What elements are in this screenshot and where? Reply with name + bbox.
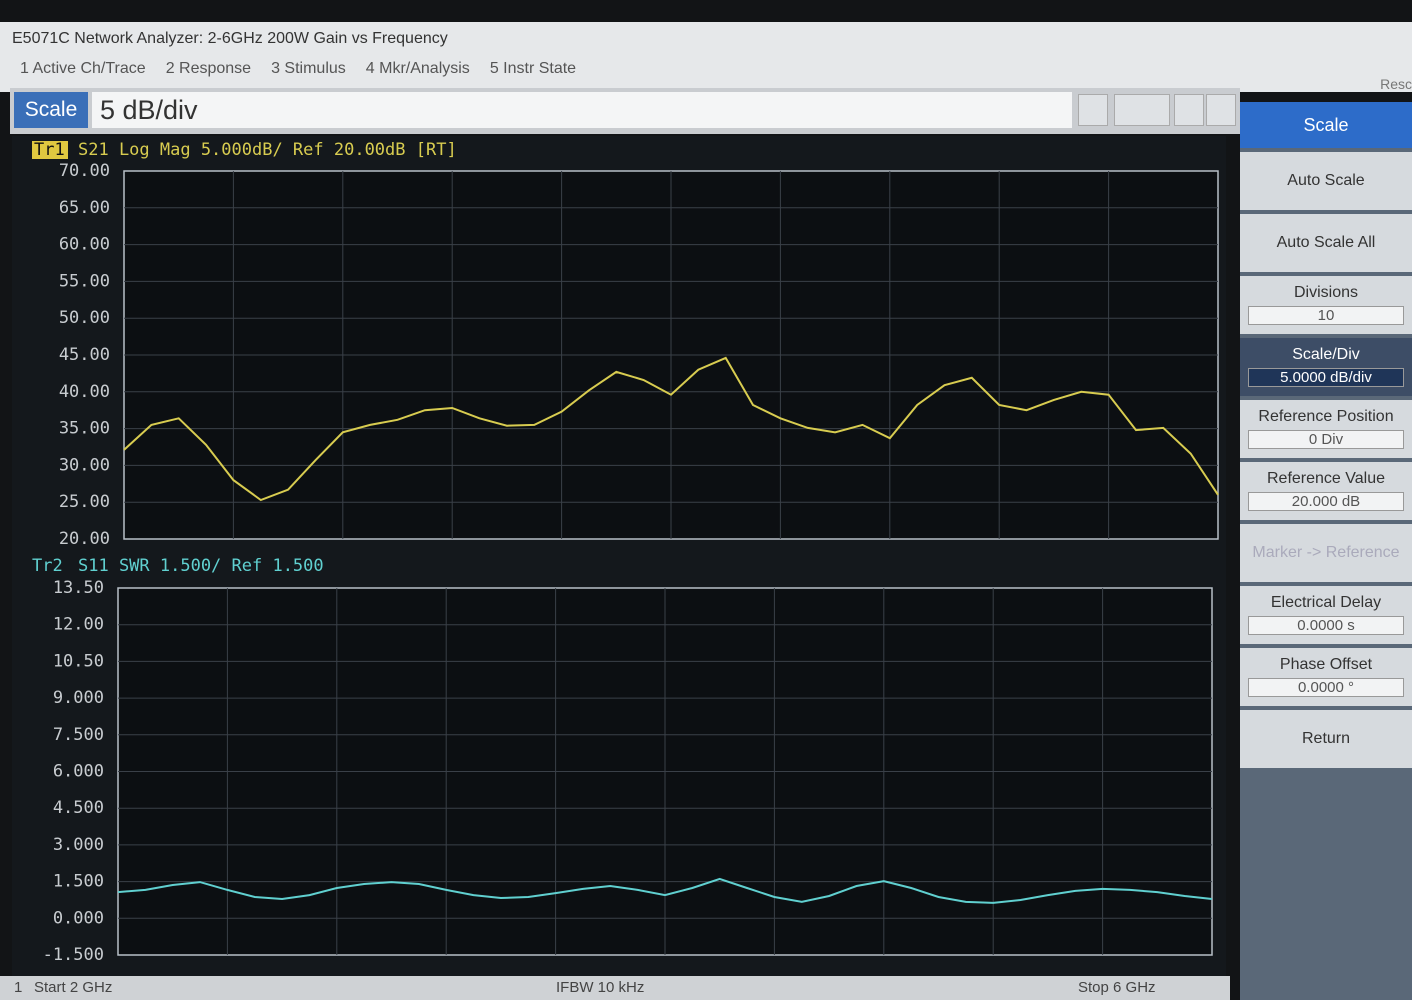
y-tick-label: 65.00 xyxy=(59,198,110,218)
trace-title: S21 Log Mag 5.000dB/ Ref 20.00dB [RT] xyxy=(78,140,457,160)
softkey[interactable]: Electrical Delay 0.0000 s xyxy=(1240,586,1412,644)
softkey-value: 0.0000 ° xyxy=(1248,678,1404,697)
close-button[interactable] xyxy=(1206,94,1236,126)
softkey-value: 0 Div xyxy=(1248,430,1404,449)
y-tick-label: 55.00 xyxy=(59,271,110,291)
softkey[interactable]: Scale/Div 5.0000 dB/div xyxy=(1240,338,1412,396)
softkey[interactable]: Auto Scale xyxy=(1240,152,1412,210)
y-tick-label: 6.000 xyxy=(53,762,104,782)
softkey-label: Reference Position xyxy=(1258,408,1394,425)
trace-id: Tr2 xyxy=(32,556,63,576)
menu-item[interactable]: 2 Response xyxy=(165,60,252,77)
y-tick-label: 45.00 xyxy=(59,345,110,365)
ifbw: IFBW 10 kHz xyxy=(556,979,645,996)
y-tick-label: 0.000 xyxy=(53,908,104,928)
trace-line xyxy=(117,877,1213,904)
menu-item[interactable]: 5 Instr State xyxy=(489,60,577,77)
softkey-title: Scale xyxy=(1240,102,1412,148)
softkey[interactable]: Auto Scale All xyxy=(1240,214,1412,272)
softkey-label: Marker -> Reference xyxy=(1252,544,1400,561)
entry-bar: Scale 5 dB/div xyxy=(10,88,1240,134)
softkey-label: Scale/Div xyxy=(1292,346,1360,363)
spin-button[interactable] xyxy=(1114,94,1170,126)
y-tick-label: 3.000 xyxy=(53,835,104,855)
menu-item[interactable]: 3 Stimulus xyxy=(271,60,346,77)
title-bar: E5071C Network Analyzer: 2-6GHz 200W Gai… xyxy=(0,22,1412,92)
y-tick-label: 4.500 xyxy=(53,798,104,818)
display: Tr1 S21 Log Mag 5.000dB/ Ref 20.00dB [RT]… xyxy=(32,140,1219,965)
softkey-value: 0.0000 s xyxy=(1248,616,1404,635)
y-tick-label: 70.00 xyxy=(59,161,110,181)
window-title: E5071C Network Analyzer: 2-6GHz 200W Gai… xyxy=(12,30,448,47)
softkey-label: Electrical Delay xyxy=(1270,594,1382,611)
enter-button[interactable] xyxy=(1174,94,1204,126)
trace-id: Tr1 xyxy=(34,140,65,160)
menu-bar: 1 Active Ch/Trace 2 Response 3 Stimulus 4 M… xyxy=(20,60,576,78)
softkey-value: 20.000 dB xyxy=(1248,492,1404,511)
y-tick-label: 12.00 xyxy=(53,615,104,635)
softkey-label: Return xyxy=(1301,730,1351,747)
y-tick-label: 60.00 xyxy=(59,235,110,255)
y-tick-label: 7.500 xyxy=(53,725,104,745)
spin-button[interactable] xyxy=(1078,94,1108,126)
softkey[interactable]: Marker -> Reference xyxy=(1240,524,1412,582)
y-tick-label: 25.00 xyxy=(59,492,110,512)
softkey-label: Reference Value xyxy=(1267,470,1385,487)
y-tick-label: 35.00 xyxy=(59,419,110,439)
y-tick-label: 1.500 xyxy=(53,872,104,892)
stop-freq: Stop 6 GHz xyxy=(1078,979,1156,996)
softkey-value: 10 xyxy=(1248,306,1404,325)
softkey[interactable]: Divisions 10 xyxy=(1240,276,1412,334)
softkey[interactable]: Reference Position 0 Div xyxy=(1240,400,1412,458)
softkey[interactable]: Return xyxy=(1240,710,1412,768)
softkey-label: Phase Offset xyxy=(1279,656,1373,673)
status-bar: 1 Start 2 GHz IFBW 10 kHz Stop 6 GHz xyxy=(0,976,1230,1000)
y-tick-label: -1.500 xyxy=(43,945,104,965)
y-tick-label: 9.000 xyxy=(53,688,104,708)
y-tick-label: 40.00 xyxy=(59,382,110,402)
softkey-value: 5.0000 dB/div xyxy=(1248,368,1404,387)
y-tick-label: 50.00 xyxy=(59,308,110,328)
softkey-label: Divisions xyxy=(1293,284,1358,301)
softkey[interactable]: Phase Offset 0.0000 ° xyxy=(1240,648,1412,706)
softkey[interactable]: Reference Value 20.000 dB xyxy=(1240,462,1412,520)
y-tick-label: 20.00 xyxy=(59,529,110,549)
channel: 1 xyxy=(14,979,23,996)
y-tick-label: 13.50 xyxy=(53,578,104,598)
trace-line xyxy=(123,356,1219,502)
menu-item[interactable]: Resc xyxy=(1380,76,1412,92)
entry-field[interactable]: 5 dB/div xyxy=(92,92,1072,128)
softkey-panel: Scale Auto Scale Auto Scale All Divisions 1… xyxy=(1240,102,1412,1000)
y-tick-label: 30.00 xyxy=(59,455,110,475)
entry-label: Scale xyxy=(14,92,88,128)
trace-title: S11 SWR 1.500/ Ref 1.500 xyxy=(78,556,324,576)
softkey-label: Auto Scale xyxy=(1287,172,1365,189)
trace-badge xyxy=(32,141,68,159)
softkey-label: Auto Scale All xyxy=(1276,234,1376,251)
y-tick-label: 10.50 xyxy=(53,651,104,671)
start-freq: Start 2 GHz xyxy=(34,979,113,996)
menu-item[interactable]: 1 Active Ch/Trace xyxy=(20,60,146,77)
menu-item[interactable]: 4 Mkr/Analysis xyxy=(365,60,470,77)
